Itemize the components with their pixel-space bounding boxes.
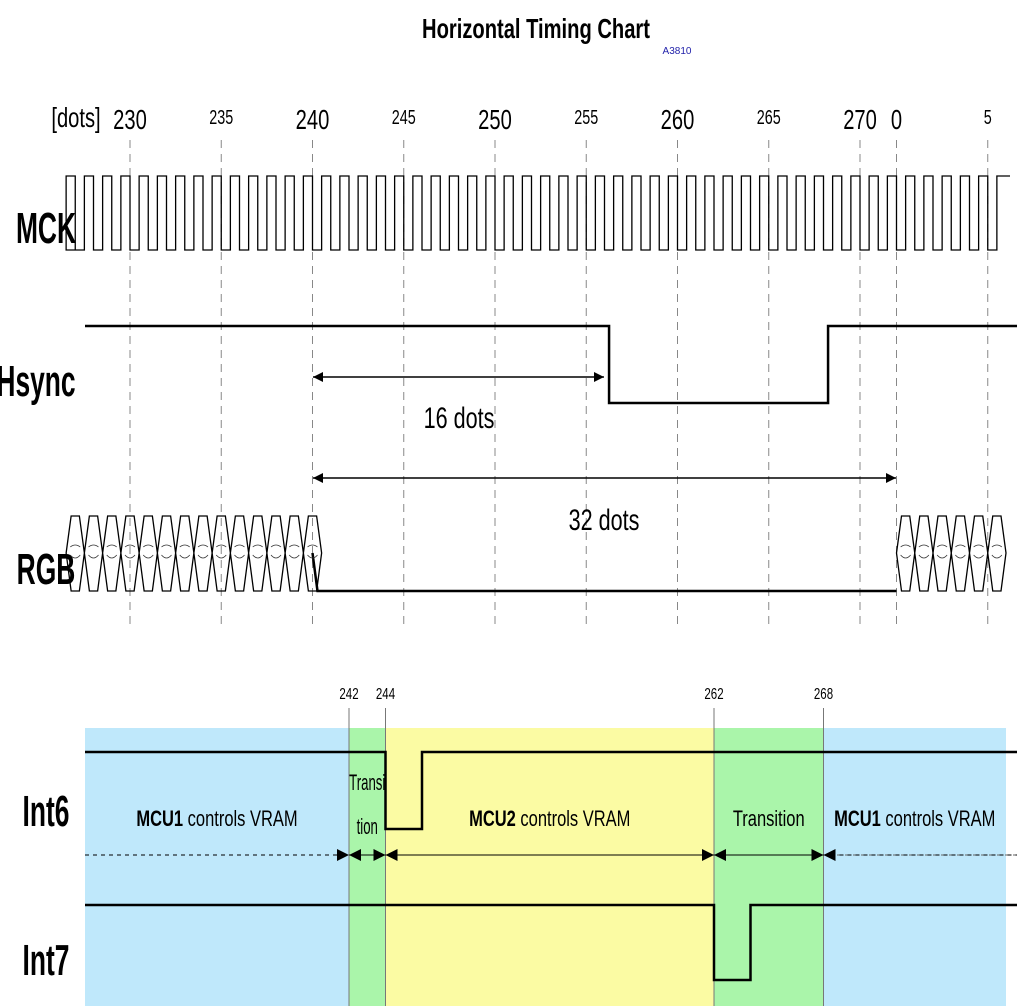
rgb-pixel-glyph: [179, 544, 191, 559]
rgb-pixel-glyph: [69, 544, 81, 559]
region-bg-3: [714, 728, 824, 1006]
axis-tick-265: 265: [757, 106, 781, 129]
rgb-waveform: [65, 515, 1007, 593]
rgb-pixel-glyph: [197, 544, 209, 559]
rgb-pixel-glyph: [936, 544, 948, 559]
signal-label-int7: Int7: [23, 935, 70, 985]
rgb-pixel-glyph: [991, 544, 1003, 559]
rgb-pixel-glyph: [161, 544, 172, 559]
mck-waveform: [65, 175, 1010, 251]
axis-tick-230: 230: [113, 105, 147, 136]
axis-tick-235: 235: [209, 106, 233, 129]
marker-label-244: 244: [376, 684, 395, 702]
axis-unit-label: [dots]: [51, 103, 100, 134]
rgb-pixel-glyph: [973, 544, 984, 559]
chart-subtitle: A3810: [663, 46, 692, 57]
rgb-pixel-glyph: [252, 544, 264, 559]
region-label-1-line1: Transi: [349, 771, 385, 795]
hsync-pulse-width-label: 16 dots: [424, 400, 495, 434]
rgb-blank-level: [311, 552, 897, 593]
vram-control-regions: [85, 728, 1006, 1006]
region-bg-2: [385, 728, 714, 1006]
rgb-pixel-glyph: [307, 544, 318, 559]
rgb-pixel-glyph: [955, 544, 966, 559]
signal-label-int6: Int6: [23, 786, 70, 836]
axis-tick-260: 260: [661, 105, 695, 136]
region-label-3: Transition: [733, 807, 805, 832]
signal-label-hsync: Hsync: [0, 356, 76, 406]
signal-label-mck: MCK: [16, 203, 76, 253]
rgb-pixel-glyph: [142, 544, 154, 559]
rgb-pixel-glyph: [288, 544, 300, 559]
rgb-pixel-glyph: [88, 544, 99, 559]
marker-label-242: 242: [339, 684, 358, 702]
axis-tick-240: 240: [296, 105, 330, 136]
rgb-pixel-glyph: [270, 544, 282, 559]
region-label-0: MCU1 controls VRAM: [136, 807, 297, 832]
rgb-pixel-glyph: [900, 544, 911, 559]
marker-label-268: 268: [814, 684, 833, 702]
dot-axis: 230 235 240 245 250 255 260 265 270 0 5: [113, 105, 992, 136]
rgb-pixel-glyph: [215, 544, 227, 559]
region-label-1-line2: tion: [357, 815, 378, 839]
marker-label-262: 262: [704, 684, 723, 702]
axis-tick-250: 250: [478, 105, 512, 136]
region-label-4: MCU1 controls VRAM: [834, 807, 995, 832]
rgb-pixel-glyph: [918, 544, 930, 559]
rgb-pixel-glyph: [234, 544, 245, 559]
blank-period-label: 32 dots: [569, 502, 640, 536]
rgb-pixel-glyph: [124, 544, 136, 559]
region-bg-0: [85, 728, 349, 1006]
axis-tick-245: 245: [392, 106, 416, 129]
axis-tick-270: 270: [843, 105, 877, 136]
axis-tick-5: 5: [984, 106, 992, 129]
signal-label-rgb: RGB: [17, 544, 76, 594]
hsync-waveform: [85, 324, 1017, 405]
axis-tick-0: 0: [891, 105, 902, 136]
int6-waveform: [85, 750, 1017, 831]
rgb-data-eyes: [65, 515, 1007, 592]
region-bg-1: [349, 728, 386, 1006]
chart-title: Horizontal Timing Chart: [422, 14, 650, 45]
axis-tick-255: 255: [574, 106, 598, 129]
rgb-pixel-glyph: [106, 544, 118, 559]
transition-markers: 242 244 262 268: [339, 684, 833, 702]
int7-waveform: [85, 903, 1017, 982]
region-bg-4: [823, 728, 1006, 1006]
region-label-2: MCU2 controls VRAM: [469, 807, 630, 832]
